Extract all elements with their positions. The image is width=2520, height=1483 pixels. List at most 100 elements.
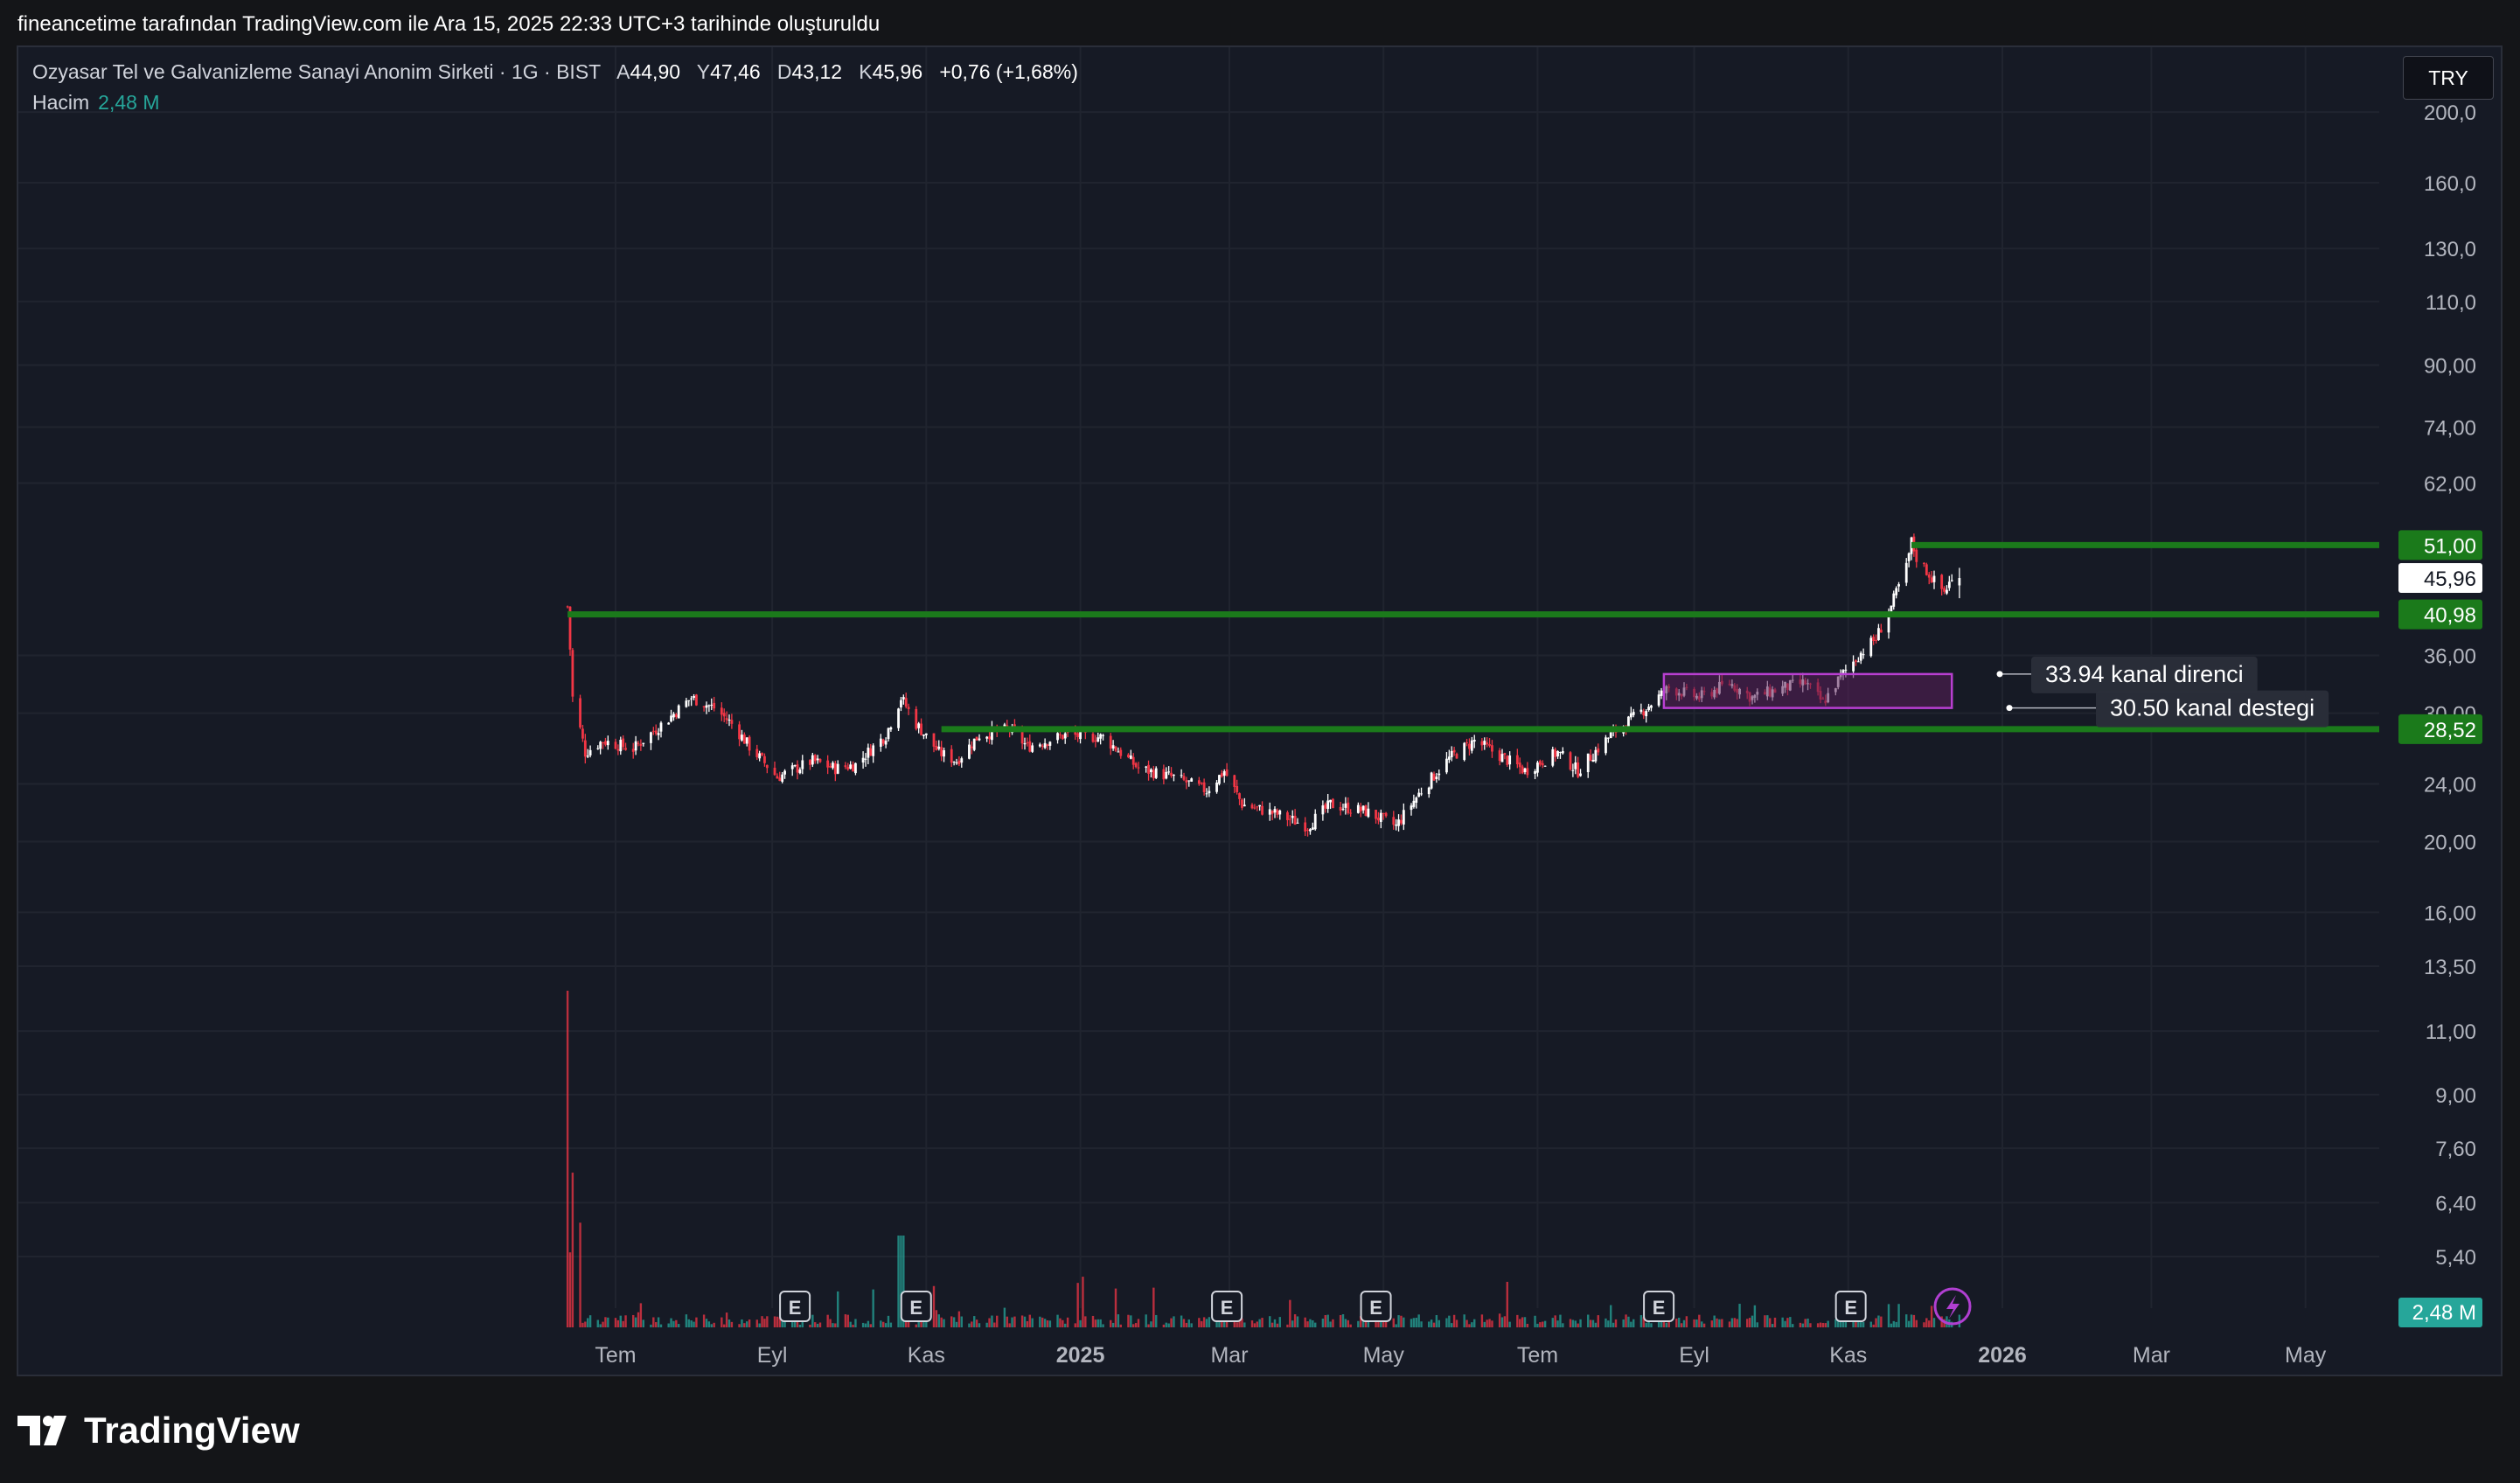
volume-bar xyxy=(884,1323,888,1327)
candle-body xyxy=(1026,742,1029,743)
candle xyxy=(1438,769,1441,781)
price-axis-label: 9,00 xyxy=(2435,1084,2476,1108)
candle xyxy=(1515,748,1519,769)
volume-bar xyxy=(1665,1322,1667,1327)
candle-body xyxy=(781,774,784,783)
candle-body xyxy=(614,742,617,749)
candle xyxy=(897,707,900,731)
candle xyxy=(1220,769,1223,778)
volume-bar xyxy=(1041,1317,1044,1327)
candle xyxy=(1131,753,1135,769)
candle xyxy=(1571,763,1575,777)
volume-bar xyxy=(1026,1320,1029,1327)
candle-body xyxy=(1947,581,1951,588)
candle xyxy=(1309,828,1312,835)
candle-body xyxy=(1276,810,1279,815)
candle xyxy=(900,697,902,712)
candle xyxy=(832,761,834,770)
candle xyxy=(748,735,751,756)
change-value: +0,76 (+1,68%) xyxy=(939,60,1078,83)
candle-body xyxy=(1375,810,1377,819)
candle-body xyxy=(639,743,643,746)
candle-body xyxy=(690,698,693,700)
candle xyxy=(1208,786,1211,797)
time-axis-label: 2026 xyxy=(1978,1343,2027,1368)
candle-body xyxy=(654,730,658,735)
candle xyxy=(968,738,971,760)
candle-body xyxy=(1111,745,1115,749)
volume-bar xyxy=(1816,1323,1820,1327)
candle-body xyxy=(745,737,748,744)
candle-body xyxy=(1205,793,1208,795)
candle xyxy=(1043,738,1047,749)
candle-body xyxy=(667,722,671,725)
volume-bar xyxy=(1074,1323,1076,1327)
candle xyxy=(778,771,782,782)
volume-bar xyxy=(1764,1315,1766,1327)
candle xyxy=(1278,809,1282,820)
volume-bar xyxy=(1895,1321,1897,1327)
candle xyxy=(1238,792,1241,805)
volume-bar xyxy=(854,1319,857,1327)
price-axis: 200,0 160,0 130,0 110,0 90,00 74,00 62,00 51,00… xyxy=(2398,101,2482,1327)
candle-body xyxy=(1332,798,1334,809)
volume-bar xyxy=(1099,1319,1102,1327)
volume-bar xyxy=(1559,1314,1562,1327)
candle-body xyxy=(1639,709,1643,713)
candle xyxy=(1111,740,1115,751)
volume-bar xyxy=(1574,1320,1577,1327)
volume-bar xyxy=(1190,1323,1193,1327)
candle xyxy=(1324,802,1327,813)
candle-body xyxy=(1402,810,1405,825)
candle xyxy=(667,721,671,725)
volume-bar xyxy=(746,1321,748,1327)
volume-bar xyxy=(1150,1321,1152,1327)
candle xyxy=(741,729,743,742)
volume-bar xyxy=(1897,1304,1900,1327)
volume-bar xyxy=(922,1318,925,1327)
candle xyxy=(631,742,635,759)
candle-body xyxy=(978,738,981,741)
volume-bar xyxy=(1357,1320,1360,1327)
candle-body xyxy=(790,765,794,769)
candle-body xyxy=(1367,808,1370,818)
volume-bar xyxy=(1013,1316,1016,1327)
price-chart[interactable]: 33.94 kanal direnci 30.50 kanal destegi E E… xyxy=(18,47,2503,1376)
currency-button[interactable]: TRY xyxy=(2403,56,2494,100)
candle xyxy=(755,744,759,761)
candle xyxy=(1329,799,1332,810)
volume-bar xyxy=(1023,1316,1027,1327)
candle xyxy=(1276,808,1279,818)
candle-body xyxy=(1940,574,1944,589)
volume-bar xyxy=(1326,1314,1329,1327)
volume-bar xyxy=(1471,1322,1473,1327)
volume-bar xyxy=(1415,1317,1417,1327)
tradingview-logo[interactable]: TradingView xyxy=(17,1410,300,1452)
candle-body xyxy=(571,650,574,697)
candle xyxy=(813,754,817,764)
volume-bar xyxy=(667,1323,670,1327)
volume-bar xyxy=(579,1222,581,1327)
chart-panel[interactable]: 33.94 kanal direnci 30.50 kanal destegi E E… xyxy=(17,45,2503,1376)
volume-bar xyxy=(1612,1322,1615,1327)
volume-bar xyxy=(685,1314,688,1327)
candle xyxy=(1273,806,1277,818)
candle-body xyxy=(811,755,814,765)
volume-bar xyxy=(1173,1316,1175,1327)
candle-body xyxy=(1508,755,1512,765)
volume-bar xyxy=(1468,1324,1471,1327)
volume-bar xyxy=(743,1323,746,1327)
volume-bar xyxy=(1928,1320,1931,1327)
candle xyxy=(907,703,910,715)
candle-body xyxy=(1309,829,1312,832)
volume-bar xyxy=(1020,1315,1024,1327)
candle-body xyxy=(1344,803,1347,808)
earnings-badge xyxy=(900,1291,932,1322)
candle xyxy=(1056,730,1059,744)
volume-bar xyxy=(1110,1319,1112,1327)
volume-bar xyxy=(639,1303,643,1327)
candle-body xyxy=(776,776,779,779)
candle-body xyxy=(972,738,976,750)
candle xyxy=(602,742,604,749)
volume-bar xyxy=(1607,1320,1610,1327)
